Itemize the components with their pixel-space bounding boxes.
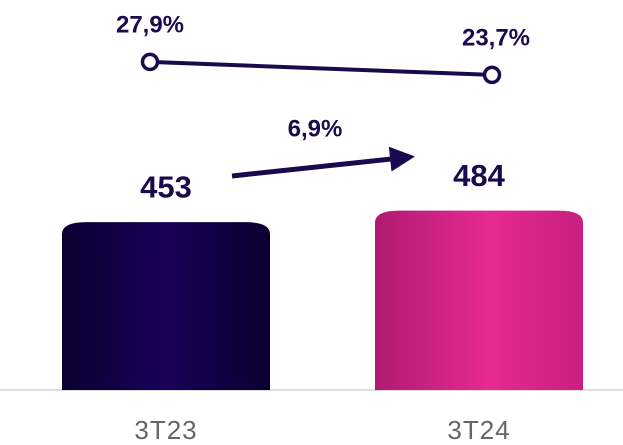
line-value-label: 27,9% xyxy=(116,11,184,38)
x-tick-label: 3T23 xyxy=(134,415,197,445)
bar xyxy=(375,210,583,390)
line xyxy=(149,59,493,77)
bar xyxy=(62,222,270,390)
growth-arrow xyxy=(231,146,415,179)
x-tick-label: 3T24 xyxy=(447,415,510,445)
bar-value-label: 453 xyxy=(140,169,192,204)
line-point xyxy=(482,65,502,85)
line-point xyxy=(140,52,160,72)
annotation: 6,9% xyxy=(288,115,343,142)
line-value-label: 23,7% xyxy=(462,24,530,51)
bar-value-label: 484 xyxy=(453,158,505,193)
